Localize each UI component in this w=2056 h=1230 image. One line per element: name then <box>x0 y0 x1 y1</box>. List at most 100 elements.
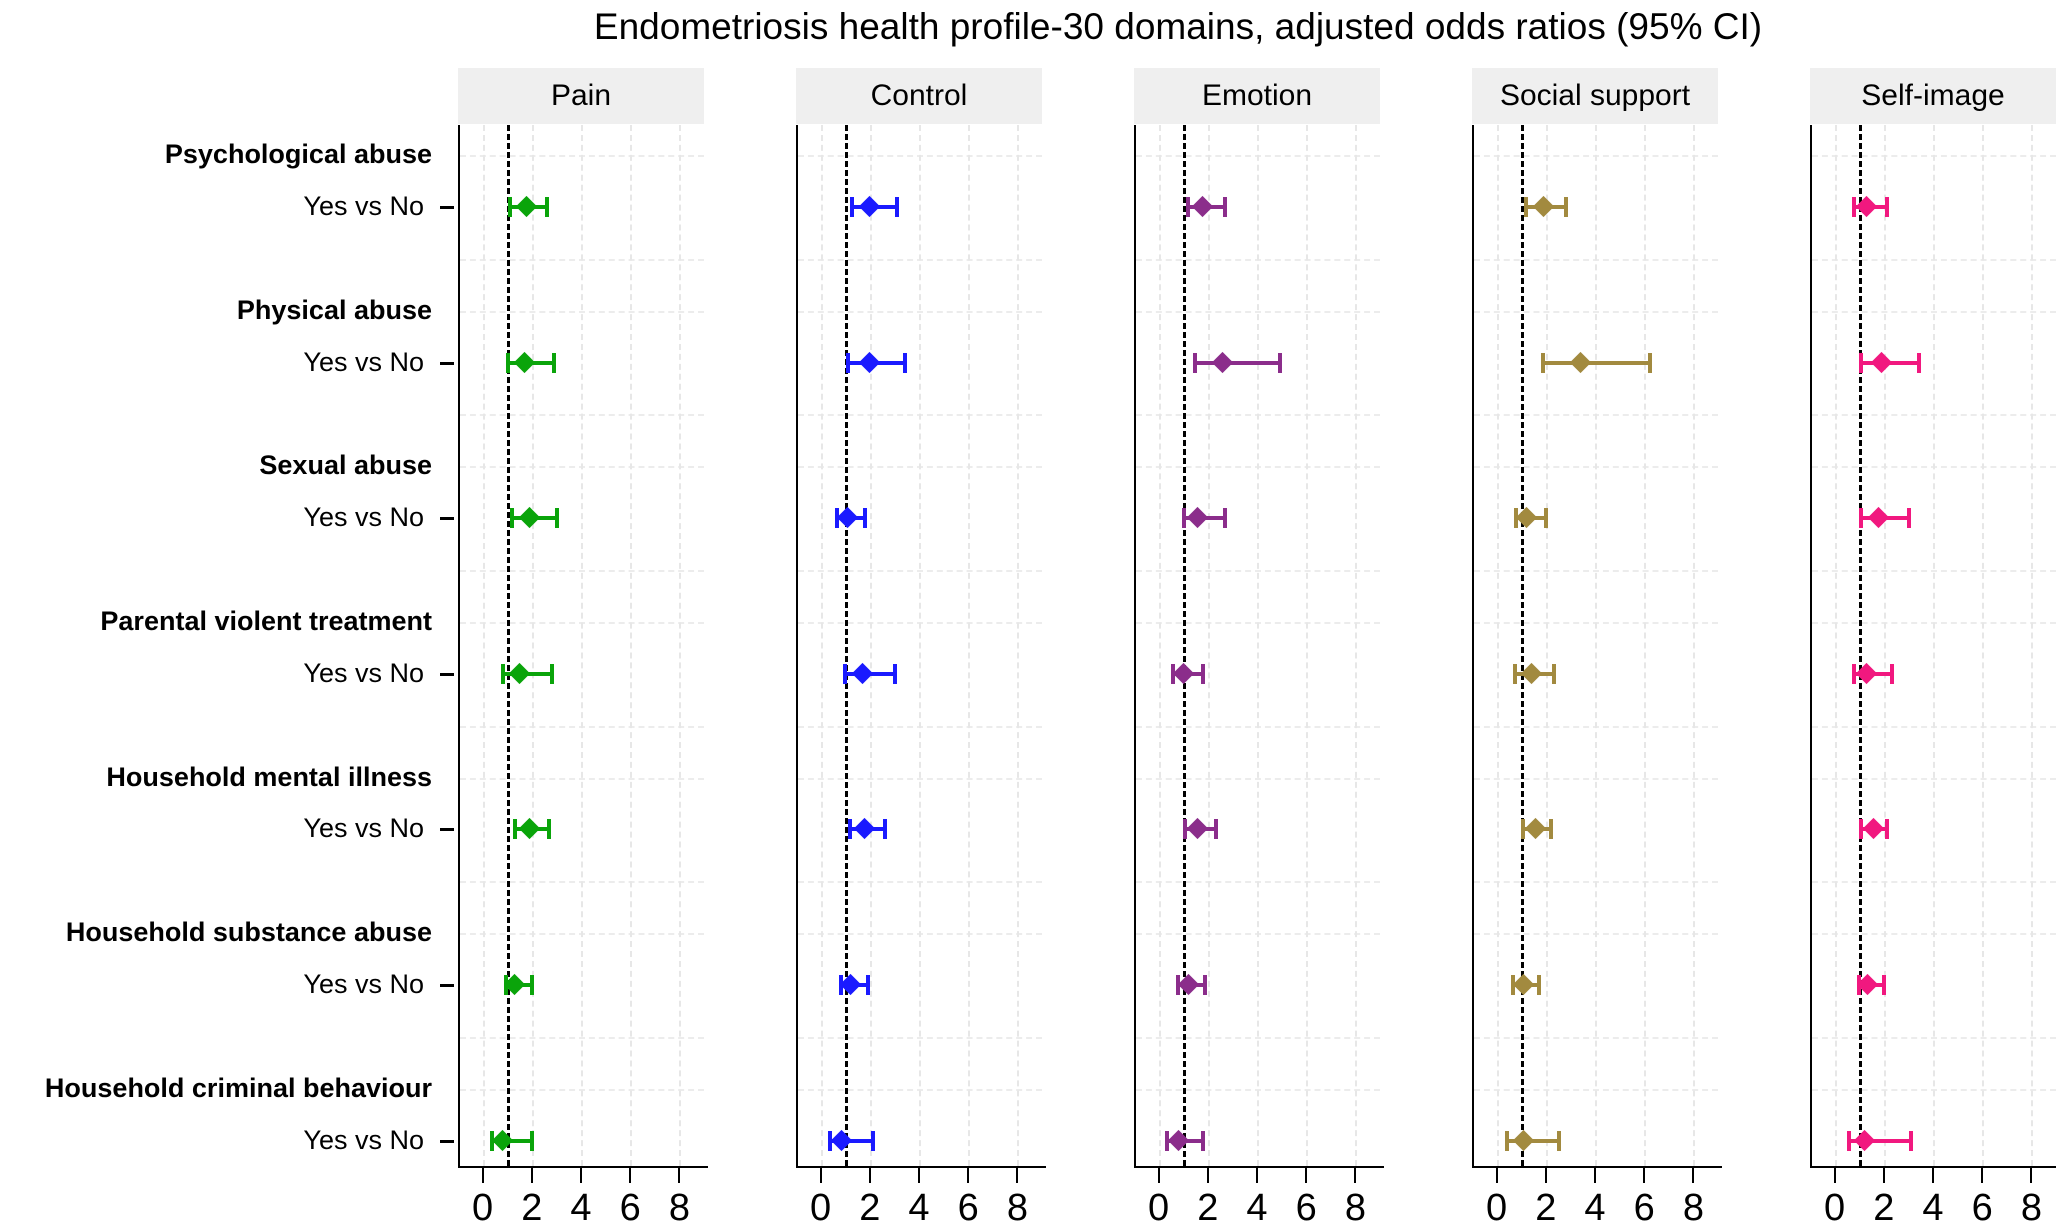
gridline-vertical <box>968 125 971 1166</box>
ci-cap-upper <box>902 352 907 373</box>
ci-cap-lower <box>508 197 513 217</box>
point-estimate-diamond <box>854 818 876 840</box>
ci-cap-lower <box>1185 197 1190 217</box>
ci-bar <box>1505 1129 1561 1151</box>
chart-title: Endometriosis health profile-30 domains,… <box>593 6 1763 47</box>
x-axis-tick-label: 2 <box>1535 1187 1557 1229</box>
gridline-vertical <box>1306 125 1309 1166</box>
ci-cap-upper <box>870 1130 875 1151</box>
ci-cap-lower <box>513 819 518 840</box>
x-axis-tick-label: 6 <box>1633 1187 1655 1229</box>
point-estimate-diamond <box>1172 662 1194 684</box>
ci-bar <box>1512 662 1556 684</box>
panel-header-emotion: Emotion <box>1134 68 1380 124</box>
x-axis-tick-label: 8 <box>2020 1187 2042 1229</box>
exposure-group-label: Household criminal behaviour <box>44 1072 432 1103</box>
point-estimate-diamond <box>1192 195 1214 218</box>
ci-bar <box>1540 351 1652 373</box>
ci-bar <box>842 662 897 684</box>
ci-cap-upper <box>1551 663 1556 684</box>
gridline-vertical <box>482 125 485 1166</box>
ci-bar <box>1164 1129 1206 1151</box>
ci-cap-lower <box>1859 819 1864 840</box>
x-axis-spine <box>1134 1166 1384 1168</box>
point-estimate-diamond <box>1853 1129 1875 1151</box>
gridline-vertical <box>820 125 823 1166</box>
ci-cap-upper <box>1549 819 1554 840</box>
point-estimate-diamond <box>1525 818 1547 840</box>
ci-bar <box>827 1129 875 1151</box>
ci-cap-lower <box>1540 352 1545 373</box>
panel-header-control: Control <box>796 68 1042 124</box>
gridline-vertical <box>1982 125 1985 1166</box>
point-estimate-diamond <box>1211 351 1234 373</box>
reference-line-or1 <box>1521 125 1525 1166</box>
ci-cap-lower <box>846 352 851 373</box>
ci-bar <box>1523 195 1568 218</box>
ci-bar <box>1851 195 1889 218</box>
point-estimate-diamond <box>518 507 540 529</box>
x-axis-tick-label: 4 <box>1922 1187 1944 1229</box>
ci-cap-upper <box>530 975 535 995</box>
x-axis-spine <box>458 1166 708 1168</box>
x-axis-tick <box>1305 1168 1308 1183</box>
point-estimate-diamond <box>859 195 881 218</box>
gridline-vertical <box>581 125 583 1166</box>
ci-cap-upper <box>554 508 559 529</box>
x-axis-tick <box>678 1168 681 1183</box>
x-axis-tick-label: 8 <box>1006 1187 1028 1229</box>
x-axis-tick <box>629 1168 632 1183</box>
point-estimate-diamond <box>837 507 859 529</box>
x-axis-tick <box>1495 1168 1498 1183</box>
point-estimate-diamond <box>1187 818 1209 840</box>
ci-bar <box>850 195 900 218</box>
x-axis-tick <box>967 1168 970 1183</box>
point-estimate-diamond <box>1569 351 1591 373</box>
gridline-vertical <box>531 125 534 1166</box>
point-estimate-diamond <box>1177 973 1199 996</box>
ci-cap-lower <box>1183 819 1188 840</box>
exposure-group-label: Parental violent treatment <box>100 605 432 636</box>
y-axis-spine <box>1810 125 1812 1166</box>
x-axis-spine <box>796 1166 1046 1168</box>
ci-bar <box>1851 662 1894 684</box>
ci-bar <box>1856 973 1887 996</box>
ci-bar <box>846 351 907 373</box>
x-axis-tick-label: 0 <box>472 1187 494 1229</box>
ci-bar <box>505 351 557 373</box>
ci-cap-upper <box>1201 1130 1206 1151</box>
ci-bar <box>1193 351 1282 373</box>
y-axis-tick <box>440 206 454 209</box>
x-axis-tick <box>1016 1168 1019 1183</box>
ci-cap-lower <box>1851 197 1856 217</box>
x-axis-tick <box>1932 1168 1934 1183</box>
ci-cap-upper <box>1882 975 1887 995</box>
y-axis-spine <box>1472 125 1474 1166</box>
x-axis-tick-label: 4 <box>1584 1187 1606 1229</box>
x-axis-spine <box>1472 1166 1722 1168</box>
x-axis-tick-label: 2 <box>1873 1187 1895 1229</box>
gridline-vertical <box>630 125 633 1166</box>
reference-line-or1 <box>845 125 849 1166</box>
ci-cap-lower <box>1505 1130 1510 1151</box>
x-axis-tick-label: 8 <box>1344 1187 1366 1229</box>
ci-cap-lower <box>1181 508 1186 529</box>
ci-cap-upper <box>545 197 549 217</box>
x-axis-spine <box>1810 1166 2056 1168</box>
x-axis-tick-label: 8 <box>1682 1187 1704 1229</box>
x-axis-tick <box>819 1168 822 1183</box>
ci-bar <box>509 507 559 529</box>
ci-bar <box>1185 195 1228 218</box>
x-axis-tick <box>1157 1168 1160 1183</box>
point-estimate-diamond <box>1515 507 1537 529</box>
ci-bar <box>501 662 554 684</box>
y-axis-tick <box>440 984 454 987</box>
ci-cap-lower <box>1859 352 1864 373</box>
x-axis-tick <box>1594 1168 1596 1183</box>
ci-cap-upper <box>865 975 870 995</box>
gridline-vertical <box>1933 125 1935 1166</box>
ci-bar <box>489 1129 535 1151</box>
x-axis-tick-label: 2 <box>521 1187 543 1229</box>
